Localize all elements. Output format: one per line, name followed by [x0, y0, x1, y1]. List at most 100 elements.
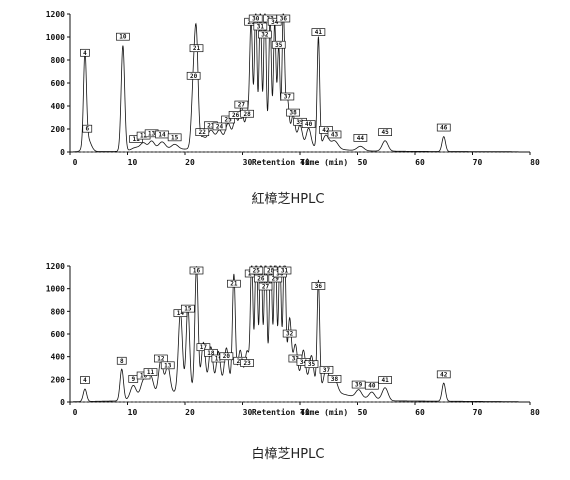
- chart-caption-red: 紅樟芝HPLC: [252, 191, 325, 207]
- svg-text:35: 35: [275, 42, 283, 49]
- peak-label: 21: [227, 279, 241, 288]
- peak-label: 16: [189, 266, 204, 275]
- x-tick-label: 60: [415, 158, 425, 167]
- peak-label: 26: [228, 111, 243, 119]
- svg-text:38: 38: [289, 110, 297, 117]
- svg-text:43: 43: [331, 131, 339, 138]
- peak-label: 28: [240, 109, 254, 118]
- svg-text:37: 37: [284, 94, 292, 101]
- peak-label: 36: [276, 14, 291, 23]
- peak-label: 10: [116, 32, 130, 41]
- svg-text:15: 15: [184, 306, 192, 313]
- svg-text:40: 40: [368, 383, 376, 390]
- svg-text:17: 17: [200, 344, 208, 351]
- peak-label: 15: [181, 304, 195, 313]
- x-tick-label: 20: [185, 408, 195, 417]
- svg-text:15: 15: [171, 134, 179, 141]
- svg-text:13: 13: [164, 362, 172, 369]
- y-tick-label: 800: [51, 307, 66, 316]
- x-tick-label: 30: [243, 158, 253, 167]
- peak-label: 37: [319, 365, 334, 374]
- x-tick-label: 50: [358, 158, 368, 167]
- peak-label: 40: [301, 120, 316, 128]
- svg-text:34: 34: [300, 359, 308, 366]
- svg-text:25: 25: [253, 268, 261, 275]
- svg-text:33: 33: [292, 356, 300, 363]
- svg-text:16: 16: [193, 268, 201, 275]
- peak-label: 44: [353, 134, 368, 142]
- y-tick-label: 800: [51, 56, 66, 65]
- svg-text:42: 42: [440, 371, 448, 378]
- svg-text:29: 29: [272, 276, 280, 283]
- svg-text:25: 25: [225, 117, 233, 124]
- x-tick-label: 0: [73, 408, 78, 417]
- svg-text:18: 18: [207, 350, 215, 357]
- svg-text:21: 21: [230, 281, 238, 288]
- peak-label: 43: [327, 130, 342, 138]
- peak-label: 17: [196, 343, 211, 351]
- peak-label: 14: [155, 130, 169, 138]
- peak-label: 46: [436, 123, 451, 132]
- svg-text:27: 27: [238, 102, 246, 109]
- peak-label: 31: [277, 266, 292, 275]
- chromatogram-trace: [72, 13, 519, 153]
- svg-text:36: 36: [315, 283, 323, 290]
- chart-red-antrodia: 0 200 400 600 800 1000 1200 0 10 20 30 40 50 60 70 80 Re…: [46, 10, 540, 167]
- svg-text:31: 31: [257, 24, 265, 31]
- y-tick-label: 1000: [46, 33, 65, 42]
- y-tick-label: 1000: [46, 285, 65, 294]
- y-tick-label: 200: [51, 125, 66, 134]
- svg-text:46: 46: [440, 125, 448, 132]
- y-tick-label: 200: [51, 375, 66, 384]
- svg-text:10: 10: [140, 373, 148, 380]
- peak-label: 18: [204, 348, 218, 357]
- y-tick-label: 1200: [46, 10, 65, 19]
- svg-text:23: 23: [243, 360, 251, 367]
- x-tick-label: 70: [473, 408, 483, 417]
- svg-text:8: 8: [120, 358, 124, 365]
- x-tick-label: 80: [530, 408, 540, 417]
- chart-white-antrodia: 0 200 400 600 800 1000 1200 0 10 20 30 40 50 60 70 80 Re…: [46, 262, 540, 417]
- peak-label: 35: [304, 360, 319, 368]
- peak-label: 35: [271, 40, 286, 49]
- svg-text:11: 11: [147, 369, 155, 376]
- svg-text:39: 39: [355, 382, 363, 389]
- svg-text:6: 6: [85, 126, 89, 133]
- svg-text:28: 28: [243, 111, 251, 118]
- peak-label: 27: [258, 282, 273, 291]
- svg-text:40: 40: [305, 121, 313, 128]
- svg-text:12: 12: [157, 356, 165, 363]
- peak-label: 41: [378, 376, 392, 384]
- peak-label: 15: [167, 133, 182, 141]
- peak-label: 32: [258, 30, 272, 39]
- x-tick-label: 0: [73, 158, 78, 167]
- svg-text:28: 28: [267, 268, 275, 275]
- peak-label: 21: [189, 44, 204, 52]
- peak-label: 4: [80, 48, 90, 57]
- x-tick-label: 30: [243, 408, 253, 417]
- svg-text:9: 9: [131, 376, 135, 383]
- peak-label: 45: [378, 128, 392, 136]
- peak-label: 26: [254, 274, 268, 283]
- svg-text:32: 32: [286, 331, 294, 338]
- peak-label: 12: [154, 354, 168, 363]
- x-tick-label: 80: [530, 158, 540, 167]
- svg-text:14: 14: [177, 310, 185, 317]
- svg-text:39: 39: [296, 119, 304, 126]
- peak-label: 14: [173, 309, 188, 317]
- peak-label: 4: [80, 376, 90, 384]
- svg-text:27: 27: [262, 284, 270, 291]
- x-tick-label: 60: [415, 408, 425, 417]
- peak-label: 9: [128, 375, 139, 383]
- svg-text:38: 38: [331, 376, 339, 383]
- peak-label: 27: [234, 100, 249, 109]
- svg-text:19: 19: [215, 356, 223, 363]
- svg-text:20: 20: [190, 73, 198, 80]
- peak-label: 30: [248, 14, 263, 23]
- y-tick-label: 600: [51, 330, 66, 339]
- svg-text:20: 20: [223, 353, 231, 360]
- x-tick-label: 10: [128, 408, 138, 417]
- y-tick-label: 400: [51, 353, 66, 362]
- svg-text:12: 12: [140, 133, 148, 140]
- svg-text:26: 26: [257, 276, 265, 283]
